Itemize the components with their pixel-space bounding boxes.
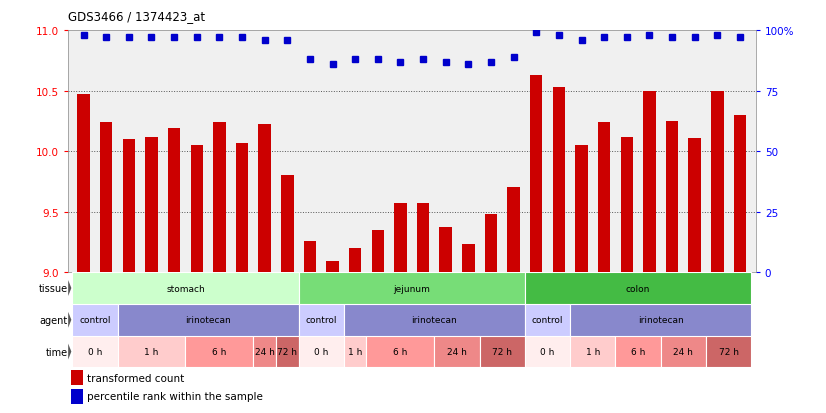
Bar — [122, 140, 135, 273]
Text: control: control — [79, 316, 111, 325]
Bar — [235, 143, 249, 273]
Bar — [525, 304, 570, 336]
Bar — [78, 95, 90, 273]
Text: time: time — [45, 347, 68, 357]
Bar — [298, 304, 344, 336]
Bar — [507, 188, 520, 273]
Bar — [191, 146, 203, 273]
Bar — [666, 121, 678, 273]
Text: stomach: stomach — [166, 284, 205, 293]
Bar — [185, 336, 254, 368]
Bar — [71, 370, 83, 385]
Polygon shape — [69, 280, 71, 296]
Bar — [254, 336, 276, 368]
Bar — [213, 123, 225, 273]
Bar — [367, 336, 434, 368]
Bar — [344, 304, 525, 336]
Text: irinotecan: irinotecan — [638, 316, 684, 325]
Bar — [570, 336, 615, 368]
Bar — [688, 138, 701, 273]
Bar — [615, 336, 661, 368]
Bar — [117, 304, 298, 336]
Text: colon: colon — [626, 284, 650, 293]
Bar — [168, 129, 180, 273]
Bar — [326, 261, 339, 273]
Bar — [733, 116, 746, 273]
Text: 24 h: 24 h — [673, 347, 693, 356]
Text: control: control — [306, 316, 337, 325]
Text: 24 h: 24 h — [447, 347, 467, 356]
Bar — [553, 88, 565, 273]
Bar — [72, 304, 117, 336]
Text: 6 h: 6 h — [212, 347, 226, 356]
Bar — [72, 336, 117, 368]
Bar — [259, 125, 271, 273]
Bar — [480, 336, 525, 368]
Bar — [434, 336, 480, 368]
Bar — [117, 336, 185, 368]
Bar — [417, 204, 430, 273]
Bar — [304, 241, 316, 273]
Text: 6 h: 6 h — [631, 347, 645, 356]
Text: tissue: tissue — [39, 283, 68, 293]
Text: 0 h: 0 h — [88, 347, 102, 356]
Text: transformed count: transformed count — [88, 373, 184, 383]
Bar — [298, 336, 344, 368]
Bar — [620, 137, 633, 273]
Text: 6 h: 6 h — [393, 347, 408, 356]
Bar — [706, 336, 752, 368]
Text: 1 h: 1 h — [348, 347, 363, 356]
Text: control: control — [532, 316, 563, 325]
Bar — [281, 176, 293, 273]
Bar — [525, 336, 570, 368]
Bar — [462, 244, 475, 273]
Bar — [711, 91, 724, 273]
Bar — [570, 304, 752, 336]
Text: 1 h: 1 h — [145, 347, 159, 356]
Text: jejunum: jejunum — [393, 284, 430, 293]
Text: irinotecan: irinotecan — [185, 316, 231, 325]
Bar — [575, 146, 588, 273]
Text: agent: agent — [40, 315, 68, 325]
Bar — [439, 228, 452, 273]
Text: 0 h: 0 h — [540, 347, 555, 356]
Text: irinotecan: irinotecan — [411, 316, 458, 325]
Bar — [598, 123, 610, 273]
Bar — [661, 336, 706, 368]
Bar — [71, 389, 83, 404]
Text: 72 h: 72 h — [278, 347, 297, 356]
Polygon shape — [69, 344, 71, 360]
Bar — [485, 214, 497, 273]
Text: 72 h: 72 h — [492, 347, 512, 356]
Text: 24 h: 24 h — [254, 347, 274, 356]
Text: percentile rank within the sample: percentile rank within the sample — [88, 391, 263, 401]
Polygon shape — [69, 312, 71, 328]
Bar — [525, 273, 752, 304]
Text: 72 h: 72 h — [719, 347, 738, 356]
Text: GDS3466 / 1374423_at: GDS3466 / 1374423_at — [68, 10, 205, 23]
Bar — [344, 336, 367, 368]
Text: 0 h: 0 h — [314, 347, 329, 356]
Bar — [276, 336, 298, 368]
Bar — [349, 248, 362, 273]
Bar — [394, 204, 406, 273]
Bar — [145, 137, 158, 273]
Bar — [298, 273, 525, 304]
Text: 1 h: 1 h — [586, 347, 600, 356]
Bar — [530, 76, 543, 273]
Bar — [100, 123, 112, 273]
Bar — [72, 273, 298, 304]
Bar — [372, 230, 384, 273]
Bar — [643, 91, 656, 273]
